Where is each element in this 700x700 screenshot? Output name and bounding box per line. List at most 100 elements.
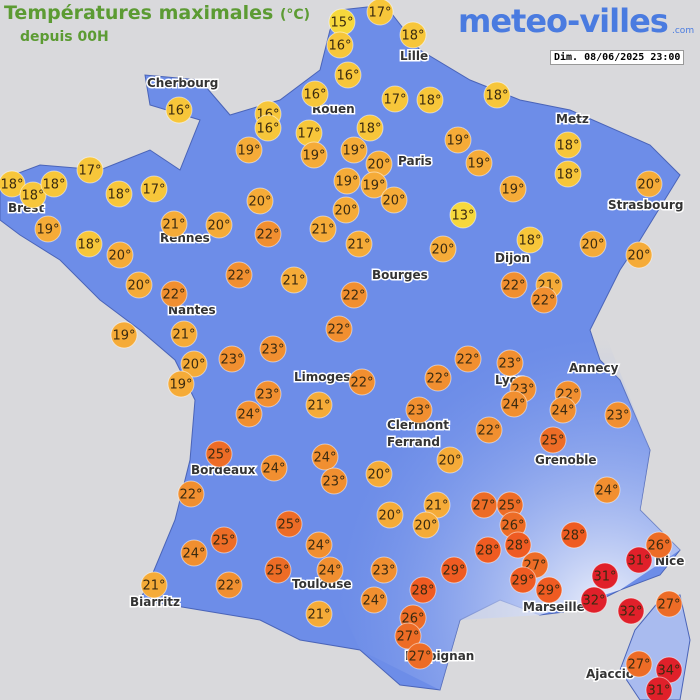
temperature-dot bbox=[305, 600, 333, 628]
temperature-dot bbox=[429, 235, 457, 263]
temperature-dot bbox=[260, 454, 288, 482]
temperature-marker: 25° bbox=[210, 526, 238, 554]
temperature-label: 23° bbox=[322, 475, 345, 490]
temperature-marker: 19° bbox=[34, 215, 62, 243]
temperature-marker: 19° bbox=[499, 175, 527, 203]
temperature-label: 31° bbox=[647, 684, 670, 699]
temperature-dot bbox=[655, 590, 683, 618]
temperature-label: 23° bbox=[372, 564, 395, 579]
temperature-dot bbox=[76, 156, 104, 184]
temperature-label: 28° bbox=[506, 539, 529, 554]
temperature-label: 24° bbox=[502, 398, 525, 413]
temperature-label: 20° bbox=[182, 358, 205, 373]
temperature-label: 18° bbox=[485, 89, 508, 104]
temperature-marker: 16° bbox=[165, 96, 193, 124]
temperature-label: 17° bbox=[142, 183, 165, 198]
temperature-marker: 18° bbox=[399, 21, 427, 49]
temperature-marker: 22° bbox=[160, 280, 188, 308]
temperature-marker: 18° bbox=[416, 86, 444, 114]
temperature-label: 25° bbox=[498, 499, 521, 514]
temperature-label: 24° bbox=[551, 404, 574, 419]
temperature-marker: 25° bbox=[275, 510, 303, 538]
temperature-dot bbox=[140, 571, 168, 599]
temperature-label: 21° bbox=[311, 223, 334, 238]
temperature-label: 17° bbox=[78, 164, 101, 179]
temperature-label: 19° bbox=[112, 329, 135, 344]
city-label: Strasbourg bbox=[608, 198, 683, 212]
temperature-dot bbox=[530, 286, 558, 314]
temperature-marker: 19° bbox=[465, 149, 493, 177]
temperature-label: 26° bbox=[501, 519, 524, 534]
temperature-label: 23° bbox=[606, 409, 629, 424]
temperature-label: 24° bbox=[307, 539, 330, 554]
temperature-marker: 24° bbox=[316, 556, 344, 584]
temperature-dot bbox=[381, 85, 409, 113]
temperature-label: 18° bbox=[556, 168, 579, 183]
temperature-dot bbox=[499, 175, 527, 203]
temperature-marker: 23° bbox=[604, 401, 632, 429]
temperature-marker: 20° bbox=[365, 150, 393, 178]
temperature-marker: 29° bbox=[440, 556, 468, 584]
subtitle: depuis 00H bbox=[20, 29, 109, 45]
temperature-marker: 31° bbox=[645, 676, 673, 700]
temperature-dot bbox=[180, 350, 208, 378]
temperature-dot bbox=[225, 261, 253, 289]
temperature-marker: 29° bbox=[535, 576, 563, 604]
temperature-dot bbox=[412, 511, 440, 539]
temperature-marker: 24° bbox=[311, 443, 339, 471]
temperature-dot bbox=[365, 460, 393, 488]
temperature-marker: 19° bbox=[300, 141, 328, 169]
temperature-dot bbox=[160, 210, 188, 238]
temperature-label: 21° bbox=[142, 579, 165, 594]
title: Températures maximales (°C) bbox=[4, 2, 310, 24]
temperature-label: 20° bbox=[431, 243, 454, 258]
temperature-dot bbox=[625, 546, 653, 574]
temperature-marker: 19° bbox=[444, 126, 472, 154]
temperature-marker: 20° bbox=[380, 186, 408, 214]
temperature-dot bbox=[617, 597, 645, 625]
temperature-label: 25° bbox=[541, 434, 564, 449]
city-label: Paris bbox=[398, 154, 432, 168]
temperature-label: 22° bbox=[217, 579, 240, 594]
temperature-label: 20° bbox=[108, 249, 131, 264]
temperature-marker: 23° bbox=[405, 396, 433, 424]
temperature-label: 19° bbox=[446, 134, 469, 149]
temperature-marker: 27° bbox=[470, 491, 498, 519]
temperature-label: 27° bbox=[627, 658, 650, 673]
temperature-marker: 23° bbox=[496, 349, 524, 377]
temperature-marker: 20° bbox=[376, 501, 404, 529]
temperature-label: 16° bbox=[328, 39, 351, 54]
temperature-marker: 24° bbox=[235, 400, 263, 428]
temperature-dot bbox=[554, 131, 582, 159]
temperature-label: 23° bbox=[256, 388, 279, 403]
brand: meteo-villes bbox=[458, 2, 669, 40]
temperature-label: 24° bbox=[313, 451, 336, 466]
temperature-marker: 28° bbox=[409, 576, 437, 604]
temperature-label: 18° bbox=[418, 94, 441, 109]
temperature-marker: 24° bbox=[360, 586, 388, 614]
temperature-label: 19° bbox=[362, 179, 385, 194]
temperature-marker: 21° bbox=[423, 491, 451, 519]
temperature-marker: 21° bbox=[309, 215, 337, 243]
temperature-marker: 18° bbox=[356, 114, 384, 142]
temperature-marker: 32° bbox=[617, 597, 645, 625]
temperature-dot bbox=[645, 676, 673, 700]
temperature-dot bbox=[254, 380, 282, 408]
temperature-marker: 20° bbox=[412, 511, 440, 539]
temperature-label: 27° bbox=[408, 650, 431, 665]
temperature-marker: 22° bbox=[254, 220, 282, 248]
temperature-marker: 24° bbox=[260, 454, 288, 482]
temperature-marker: 20° bbox=[106, 241, 134, 269]
temperature-label: 19° bbox=[169, 378, 192, 393]
temperature-marker: 19° bbox=[235, 136, 263, 164]
temperature-dot bbox=[356, 114, 384, 142]
temperature-label: 19° bbox=[501, 183, 524, 198]
temperature-label: 18° bbox=[0, 178, 23, 193]
temperature-dot bbox=[370, 556, 398, 584]
temperature-dot bbox=[334, 61, 362, 89]
temperature-label: 24° bbox=[182, 547, 205, 562]
temperature-label: 24° bbox=[237, 408, 260, 423]
temperature-label: 29° bbox=[537, 584, 560, 599]
temperature-dot bbox=[516, 226, 544, 254]
